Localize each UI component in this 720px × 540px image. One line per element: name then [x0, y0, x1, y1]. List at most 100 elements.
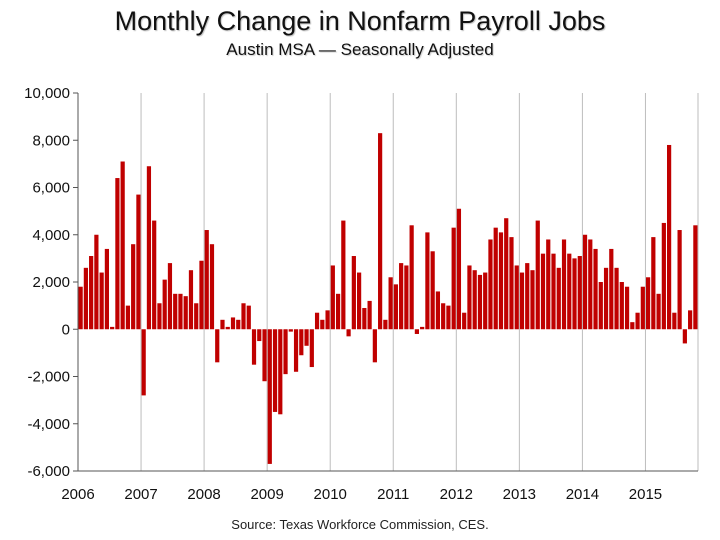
bar [120, 161, 125, 330]
bar [645, 277, 651, 330]
bar [194, 303, 199, 330]
bar [262, 329, 267, 382]
y-tick-label: 8,000 [32, 132, 70, 149]
bar [414, 329, 419, 334]
bar [362, 307, 367, 330]
bar [635, 312, 640, 330]
bar [540, 253, 546, 330]
bar [293, 329, 299, 372]
bar [251, 329, 257, 365]
bar [656, 293, 661, 330]
bar [283, 329, 288, 375]
bar [220, 319, 225, 330]
bar [509, 237, 514, 330]
bar [325, 310, 330, 330]
bar [78, 286, 83, 330]
bar [351, 256, 356, 330]
bar [603, 267, 609, 330]
x-tick-label: 2013 [503, 486, 536, 503]
bar [115, 178, 120, 330]
bar [146, 166, 152, 330]
x-tick-label: 2014 [566, 486, 599, 503]
x-tick-labels: 2006 2007 2008 2009 2010 2011 2012 2013 2014 2015 [61, 486, 662, 503]
bar [409, 225, 414, 330]
bar [688, 310, 693, 330]
bar [661, 222, 666, 330]
bar [624, 286, 630, 330]
bar [535, 220, 540, 330]
bar [446, 305, 451, 330]
bar [514, 265, 519, 330]
bar [246, 305, 251, 330]
bar [519, 272, 525, 330]
bar [136, 194, 141, 330]
bar [588, 239, 593, 330]
bar [598, 282, 603, 330]
bar [472, 270, 477, 330]
bars [78, 133, 698, 464]
bar [572, 258, 577, 330]
bar [614, 267, 619, 330]
bar [378, 133, 383, 330]
y-tick-label: -4,000 [27, 416, 70, 433]
bar [320, 319, 325, 330]
bar [399, 263, 404, 330]
bar [89, 256, 94, 330]
y-tick-label: 0 [62, 321, 70, 338]
bar [561, 239, 567, 330]
bar [556, 267, 561, 330]
bar [567, 253, 572, 330]
y-tick-label: -6,000 [27, 463, 70, 480]
bar [215, 329, 220, 363]
bar [299, 329, 304, 356]
bar [236, 319, 241, 330]
bar [335, 293, 341, 330]
bar [630, 322, 635, 330]
bar [309, 329, 314, 368]
bar [157, 303, 162, 330]
bar [225, 326, 230, 330]
bar [99, 272, 104, 330]
bar [467, 265, 472, 330]
bar [651, 237, 656, 330]
y-tick-labels: 10,000 8,000 6,000 4,000 2,000 0 -2,000 -4,000 -… [24, 85, 70, 480]
y-tick-label: 4,000 [32, 227, 70, 244]
bar [367, 300, 372, 330]
bar [330, 265, 335, 330]
bar [425, 232, 430, 330]
bar [178, 293, 183, 330]
bar [183, 296, 188, 330]
bar [388, 277, 393, 330]
bar [209, 244, 215, 330]
bar [435, 291, 441, 330]
axes [73, 92, 698, 472]
bar [619, 282, 624, 330]
bar [188, 270, 194, 330]
bar [525, 263, 530, 330]
bar [314, 312, 320, 330]
bar [404, 265, 409, 330]
bar [341, 220, 346, 330]
bar [272, 329, 278, 412]
bar [393, 284, 398, 330]
x-tick-label: 2008 [187, 486, 220, 503]
bar [640, 286, 645, 330]
bar [546, 239, 551, 330]
x-tick-label: 2011 [377, 486, 409, 503]
bar [593, 248, 598, 330]
bar [357, 272, 362, 330]
x-tick-label: 2010 [314, 486, 347, 503]
bar [267, 329, 272, 464]
bar [304, 329, 309, 346]
x-tick-label: 2012 [440, 486, 473, 503]
bar [204, 230, 209, 330]
bar [152, 220, 157, 330]
y-tick-label: -2,000 [27, 369, 70, 386]
bar [477, 274, 483, 330]
bar [420, 326, 425, 330]
bar [462, 312, 467, 330]
bar [582, 234, 588, 330]
chart-title: Monthly Change in Nonfarm Payroll Jobs [114, 6, 606, 36]
bar [551, 253, 556, 330]
